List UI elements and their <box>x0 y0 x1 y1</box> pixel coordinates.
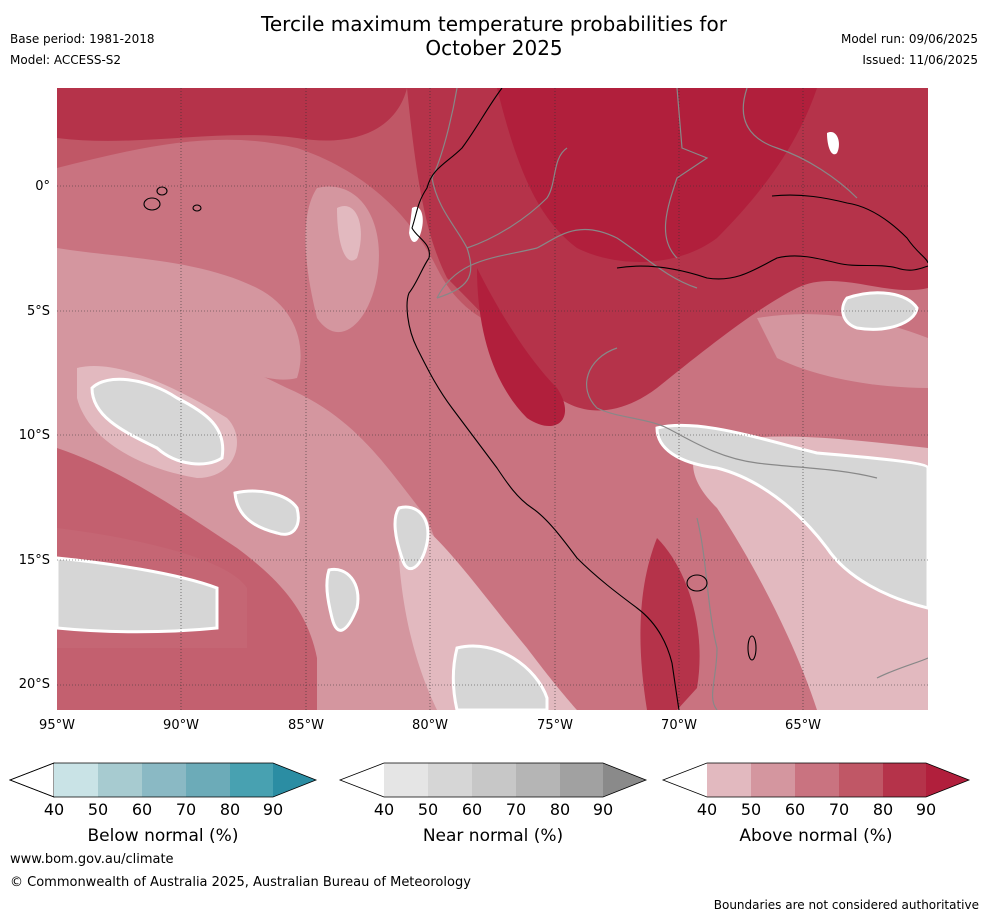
lat-label-20s: 20°S <box>18 677 50 692</box>
lat-label-5s: 5°S <box>26 304 50 319</box>
disclaimer-text: Boundaries are not considered authoritat… <box>713 898 979 912</box>
colorbars-svg <box>8 762 971 798</box>
cb-above-seg-3 <box>839 763 883 797</box>
colorbar-above-normal <box>661 762 971 798</box>
cb-below-extend-high <box>273 763 316 797</box>
cb-above-seg-1 <box>751 763 795 797</box>
cb-above-title: Above normal (%) <box>739 826 893 846</box>
cb-above-extend-low <box>663 763 707 797</box>
cb-below-extend-low <box>8 762 55 798</box>
cb-above-tick-50: 50 <box>740 800 762 819</box>
country-borders <box>431 88 928 710</box>
cb-below-tick-70: 70 <box>175 800 197 819</box>
cb-near-seg-0 <box>384 763 428 797</box>
cb-above-tick-40: 40 <box>696 800 718 819</box>
colorbar-below-normal <box>8 762 318 798</box>
model-run-text: Model run: 09/06/2025 <box>840 32 978 46</box>
cb-below-seg-3 <box>186 763 230 797</box>
meta-left: Base period: 1981-2018 Model: ACCESS-S2 <box>10 29 155 71</box>
lon-label-95w: 95°W <box>39 718 75 733</box>
cb-below-tick-50: 50 <box>87 800 109 819</box>
cb-near-tick-80: 80 <box>549 800 571 819</box>
cb-near-tick-50: 50 <box>417 800 439 819</box>
issued-text: Issued: 11/06/2025 <box>862 53 978 67</box>
model-text: Model: ACCESS-S2 <box>10 53 122 67</box>
cb-below-tick-40: 40 <box>43 800 65 819</box>
cb-above-seg-4 <box>883 763 926 797</box>
ocean-patch-50-60 <box>305 186 379 333</box>
near-normal-ocean-2 <box>57 556 219 634</box>
base-period-text: Base period: 1981-2018 <box>10 32 155 46</box>
cb-below-seg-4 <box>230 763 273 797</box>
cb-above-tick-70: 70 <box>828 800 850 819</box>
cb-below-seg-2 <box>142 763 186 797</box>
cb-below-seg-1 <box>98 763 142 797</box>
map-svg <box>57 88 928 710</box>
cb-above-extend-high <box>926 763 969 797</box>
cb-above-tick-90: 90 <box>915 800 937 819</box>
cb-near-tick-60: 60 <box>461 800 483 819</box>
ocean-band-upper-50-60 <box>57 248 301 380</box>
lon-label-75w: 75°W <box>537 718 573 733</box>
coastline <box>143 88 928 710</box>
near-normal-north-10 <box>827 132 839 155</box>
lon-label-65w: 65°W <box>785 718 821 733</box>
galapagos-east-40-50 <box>337 206 361 261</box>
cb-near-seg-3 <box>516 763 560 797</box>
cb-above-tick-80: 80 <box>872 800 894 819</box>
copyright-text: © Commonwealth of Australia 2025, Austra… <box>10 875 471 890</box>
lat-label-0: 0° <box>35 179 50 194</box>
cb-near-tick-40: 40 <box>373 800 395 819</box>
page-title: Tercile maximum temperature probabilitie… <box>0 12 988 60</box>
cb-below-title: Below normal (%) <box>87 826 239 846</box>
cb-near-extend-low <box>340 763 384 797</box>
coastal-band-40-50 <box>397 508 577 710</box>
near-normal-ocean-5 <box>393 505 430 571</box>
meta-right: Model run: 09/06/2025 Issued: 11/06/2025 <box>841 29 978 71</box>
cb-near-extend-high <box>603 763 646 797</box>
cb-below-tick-90: 90 <box>262 800 284 819</box>
cb-above-tick-60: 60 <box>784 800 806 819</box>
lon-label-80w: 80°W <box>412 718 448 733</box>
cb-above-seg-2 <box>795 763 839 797</box>
amazon-core-90 <box>497 88 817 262</box>
cb-near-tick-90: 90 <box>592 800 614 819</box>
cb-below-seg-0 <box>54 763 98 797</box>
site-url: www.bom.gov.au/climate <box>10 852 174 867</box>
colorbar-near-normal <box>338 762 648 798</box>
title-line-2: October 2025 <box>425 36 563 60</box>
cb-near-title: Near normal (%) <box>422 826 564 846</box>
near-normal-bolivia-7 <box>655 423 928 610</box>
near-normal-ocean-4 <box>325 567 360 632</box>
cb-below-tick-60: 60 <box>131 800 153 819</box>
lat-label-10s: 10°S <box>18 428 50 443</box>
near-normal-galapagos-9 <box>409 206 423 243</box>
north-ocean-80-90 <box>57 88 407 141</box>
cb-near-seg-4 <box>560 763 603 797</box>
cb-near-tick-70: 70 <box>505 800 527 819</box>
peru-core-90 <box>477 268 566 427</box>
near-normal-coast-6 <box>451 644 549 710</box>
title-line-1: Tercile maximum temperature probabilitie… <box>261 12 727 36</box>
cb-near-seg-2 <box>472 763 516 797</box>
near-normal-ocean-3 <box>233 489 300 536</box>
lat-label-15s: 15°S <box>18 553 50 568</box>
cb-below-tick-80: 80 <box>219 800 241 819</box>
lon-label-85w: 85°W <box>288 718 324 733</box>
cb-above-seg-0 <box>707 763 751 797</box>
probability-map <box>57 88 928 710</box>
near-normal-ocean-1 <box>90 377 225 466</box>
altiplano-80-90 <box>640 538 700 710</box>
cb-near-seg-1 <box>428 763 472 797</box>
graticule <box>57 88 928 710</box>
brazil-band-50-60 <box>757 314 928 388</box>
lon-label-90w: 90°W <box>163 718 199 733</box>
lon-label-70w: 70°W <box>661 718 697 733</box>
